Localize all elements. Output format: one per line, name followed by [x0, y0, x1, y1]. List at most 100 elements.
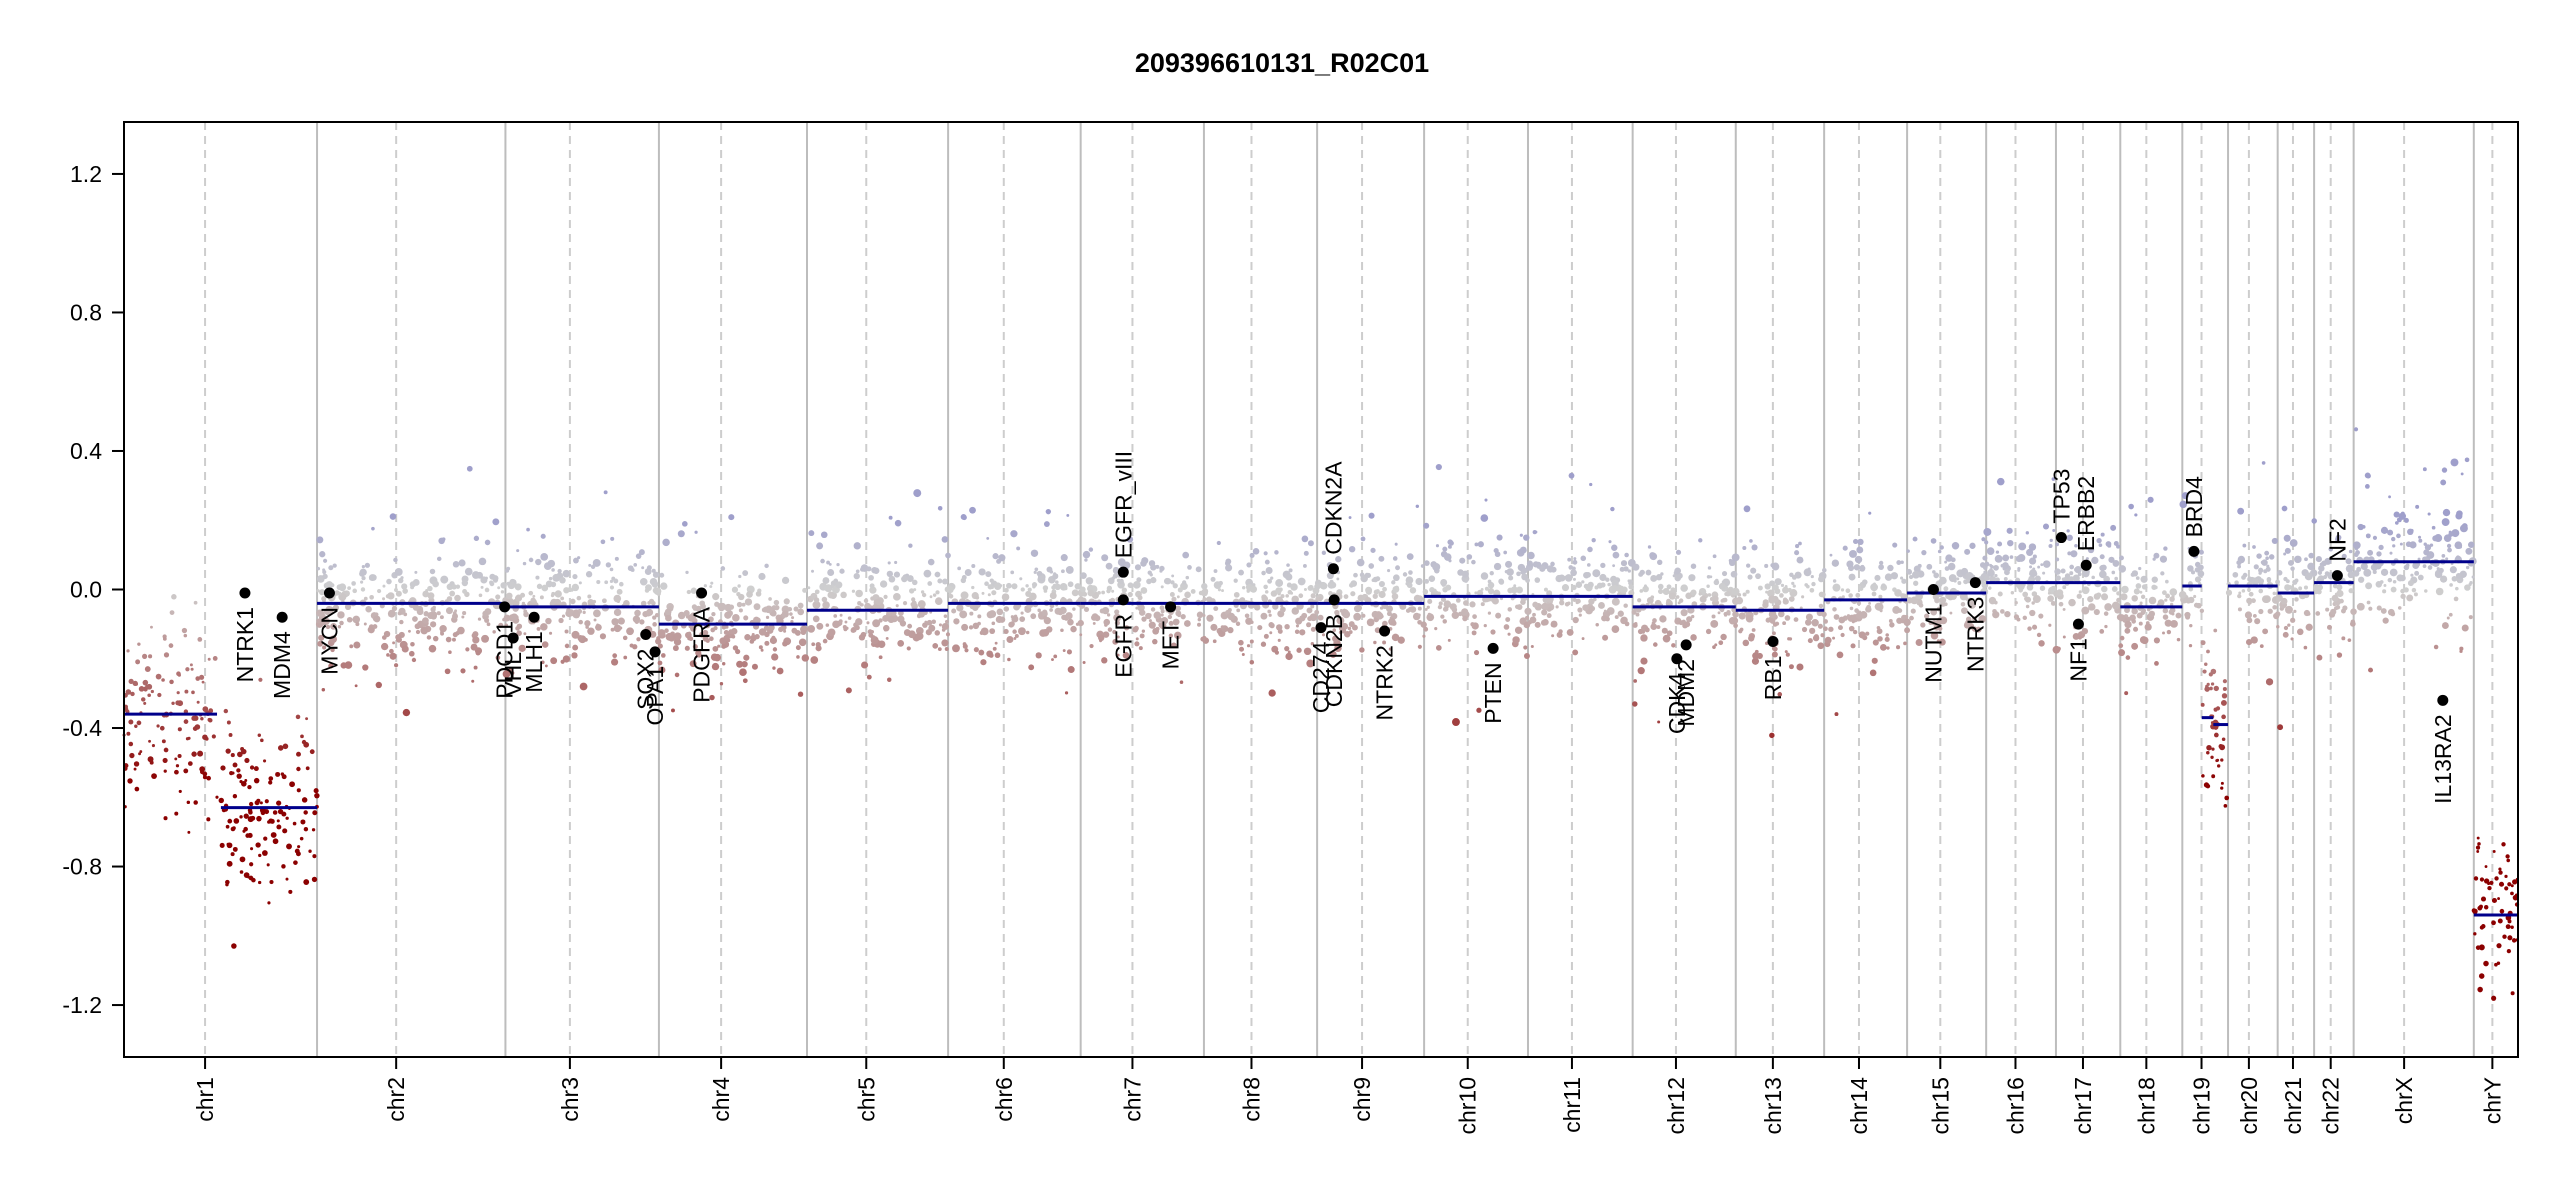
probe-point	[2055, 542, 2060, 547]
probe-point	[484, 587, 490, 593]
probe-point	[2441, 467, 2448, 473]
probe-point	[2293, 609, 2297, 613]
probe-point	[2237, 564, 2242, 569]
probe-point	[1438, 601, 1443, 606]
probe-point	[230, 852, 235, 857]
probe-point	[1030, 613, 1037, 620]
probe-point	[515, 626, 520, 631]
probe-point	[583, 637, 588, 642]
probe-point	[276, 819, 280, 823]
probe-point	[2209, 686, 2213, 691]
probe-point	[347, 586, 351, 591]
probe-point	[492, 630, 496, 634]
x-axis: chr1 chr2 chr3 chr4 chr5 chr6 chr7 chr8 chr9 chr1…	[192, 1057, 2505, 1135]
probe-point	[582, 610, 586, 615]
probe-point	[1924, 613, 1930, 619]
probe-point	[1845, 588, 1851, 594]
probe-point	[1474, 591, 1478, 595]
probe-point	[1983, 570, 1987, 574]
probe-point	[711, 611, 716, 617]
probe-point	[1968, 597, 1972, 602]
probe-point	[1675, 595, 1680, 599]
probe-point	[2025, 596, 2032, 603]
probe-point	[1461, 570, 1469, 578]
probe-point	[794, 629, 801, 636]
probe-point	[1019, 577, 1023, 581]
probe-point	[1261, 570, 1266, 576]
probe-point	[2017, 567, 2021, 571]
probe-point	[570, 598, 576, 605]
probe-point	[2328, 546, 2334, 552]
probe-point	[1160, 585, 1164, 589]
probe-point	[995, 615, 1003, 624]
probe-point	[1233, 578, 1238, 583]
probe-point	[941, 623, 949, 630]
probe-point	[226, 720, 231, 725]
probe-point	[1948, 574, 1957, 582]
probe-point	[439, 624, 447, 633]
probe-point	[776, 667, 784, 675]
probe-point	[1263, 633, 1269, 639]
probe-point	[1836, 651, 1844, 659]
probe-point	[1393, 574, 1400, 582]
probe-point	[866, 566, 872, 572]
probe-point	[654, 612, 660, 618]
probe-point	[2441, 554, 2446, 558]
probe-point	[1602, 634, 1609, 641]
probe-point	[1051, 658, 1054, 662]
probe-point	[1491, 597, 1499, 605]
probe-point	[2234, 580, 2239, 585]
probe-point	[185, 667, 190, 672]
probe-point	[2415, 504, 2420, 509]
probe-point	[619, 581, 624, 587]
probe-point	[864, 602, 872, 610]
probe-point	[392, 641, 396, 645]
probe-point	[1635, 612, 1640, 617]
probe-point	[2464, 584, 2471, 591]
probe-point	[2110, 524, 2117, 531]
probe-point	[2058, 601, 2064, 607]
probe-point	[2171, 612, 2175, 616]
gene-point	[2188, 545, 2200, 557]
probe-point	[790, 620, 794, 624]
probe-point	[2345, 558, 2352, 565]
probe-point	[1436, 591, 1441, 596]
probe-point	[2163, 546, 2168, 551]
probe-point	[1789, 572, 1794, 578]
probe-point	[723, 629, 729, 635]
probe-point	[771, 653, 779, 661]
probe-point	[1742, 639, 1750, 647]
probe-point	[2247, 587, 2251, 592]
probe-point	[1831, 559, 1840, 567]
probe-point	[2078, 590, 2082, 594]
probe-point	[1004, 587, 1009, 593]
probe-point	[2252, 613, 2257, 618]
probe-point	[1660, 572, 1664, 576]
probe-point	[1746, 563, 1751, 568]
probe-point	[2029, 565, 2033, 569]
probe-point	[873, 567, 880, 574]
probe-point	[751, 663, 758, 670]
probe-point	[1884, 573, 1893, 581]
probe-point	[2055, 557, 2060, 562]
probe-point	[1394, 542, 1398, 546]
probe-point	[148, 654, 153, 659]
probe-point	[247, 784, 252, 790]
probe-point	[822, 601, 830, 609]
probe-point	[1857, 538, 1864, 546]
probe-point	[1049, 592, 1057, 600]
probe-point	[1868, 511, 1872, 515]
probe-point	[2453, 596, 2459, 602]
probe-point	[1160, 609, 1165, 614]
probe-point	[2318, 565, 2325, 572]
probe-point	[305, 766, 310, 771]
probe-point	[2380, 526, 2389, 534]
probe-point	[2435, 587, 2444, 596]
probe-point	[2029, 572, 2033, 576]
probe-point	[611, 658, 619, 666]
probe-point	[1522, 567, 1528, 574]
probe-point	[1487, 587, 1495, 595]
probe-point	[1541, 602, 1549, 611]
probe-point	[1698, 592, 1702, 596]
probe-point	[455, 584, 461, 589]
